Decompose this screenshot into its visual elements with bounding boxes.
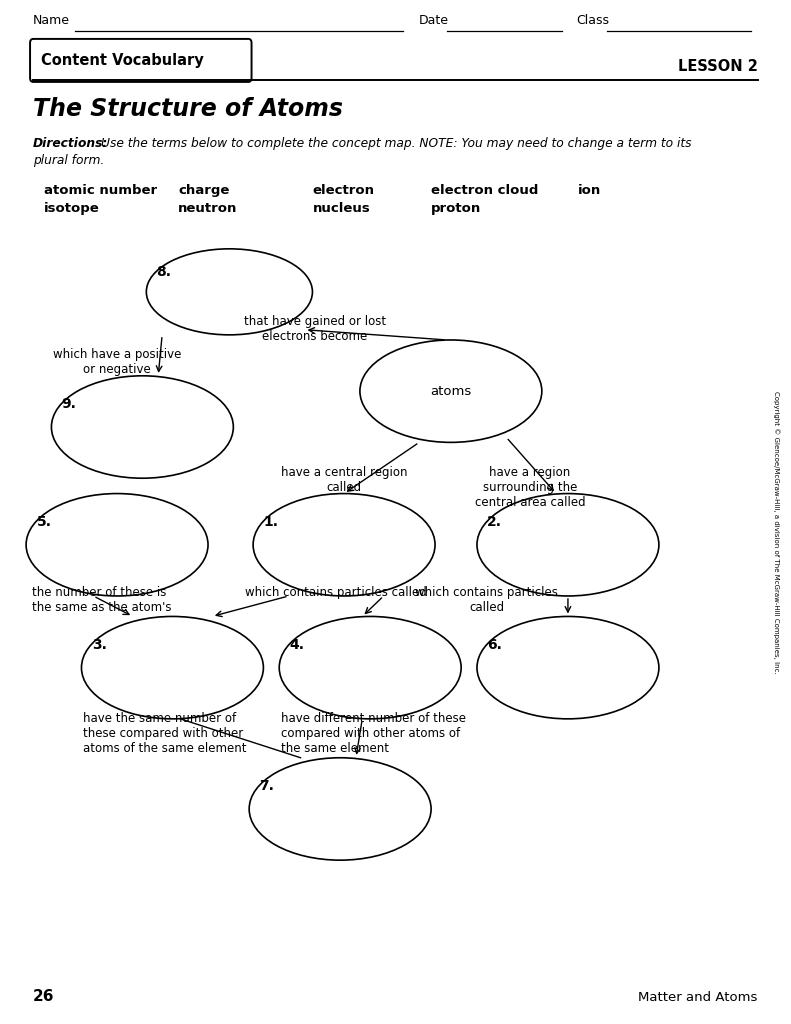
Text: plural form.: plural form. [33, 154, 104, 167]
Text: charge: charge [178, 184, 229, 198]
Text: have a region
surrounding the
central area called: have a region surrounding the central ar… [475, 466, 585, 509]
Text: Class: Class [576, 13, 609, 27]
Text: Matter and Atoms: Matter and Atoms [638, 990, 758, 1004]
Text: have different number of these
compared with other atoms of
the same element: have different number of these compared … [281, 712, 466, 755]
Text: that have gained or lost
electrons become: that have gained or lost electrons becom… [244, 315, 386, 343]
Text: proton: proton [431, 202, 482, 215]
Text: isotope: isotope [44, 202, 99, 215]
Text: 9.: 9. [62, 397, 77, 411]
Text: the number of these is
the same as the atom's: the number of these is the same as the a… [32, 586, 171, 613]
Text: 8.: 8. [157, 265, 172, 280]
Text: Use the terms below to complete the concept map. NOTE: You may need to change a : Use the terms below to complete the conc… [101, 137, 692, 151]
Text: Copyright © Glencoe/McGraw-Hill, a division of The McGraw-Hill Companies, Inc.: Copyright © Glencoe/McGraw-Hill, a divis… [774, 391, 780, 674]
Text: 3.: 3. [92, 638, 107, 651]
Text: 26: 26 [33, 988, 55, 1004]
FancyBboxPatch shape [30, 39, 252, 82]
Text: Directions:: Directions: [33, 137, 108, 151]
Text: The Structure of Atoms: The Structure of Atoms [33, 97, 343, 121]
Text: 7.: 7. [259, 779, 274, 793]
Text: neutron: neutron [178, 202, 237, 215]
Text: 2.: 2. [487, 515, 502, 528]
Text: 1.: 1. [263, 515, 278, 528]
Text: Name: Name [33, 13, 70, 27]
Text: which contains particles called: which contains particles called [245, 586, 427, 599]
Text: atomic number: atomic number [44, 184, 157, 198]
Text: Content Vocabulary: Content Vocabulary [41, 53, 204, 68]
Text: atoms: atoms [430, 385, 471, 397]
Text: have a central region
called: have a central region called [281, 466, 407, 494]
Text: nucleus: nucleus [312, 202, 370, 215]
Text: ion: ion [577, 184, 600, 198]
Text: 6.: 6. [487, 638, 502, 651]
Text: which have a positive
or negative: which have a positive or negative [53, 348, 181, 376]
Text: have the same number of
these compared with other
atoms of the same element: have the same number of these compared w… [83, 712, 247, 755]
Text: electron: electron [312, 184, 374, 198]
Text: 4.: 4. [290, 638, 305, 651]
Text: LESSON 2: LESSON 2 [678, 59, 758, 74]
Text: electron cloud: electron cloud [431, 184, 539, 198]
Text: 5.: 5. [36, 515, 51, 528]
Text: Date: Date [419, 13, 449, 27]
Text: which contains particles
called: which contains particles called [415, 586, 558, 613]
